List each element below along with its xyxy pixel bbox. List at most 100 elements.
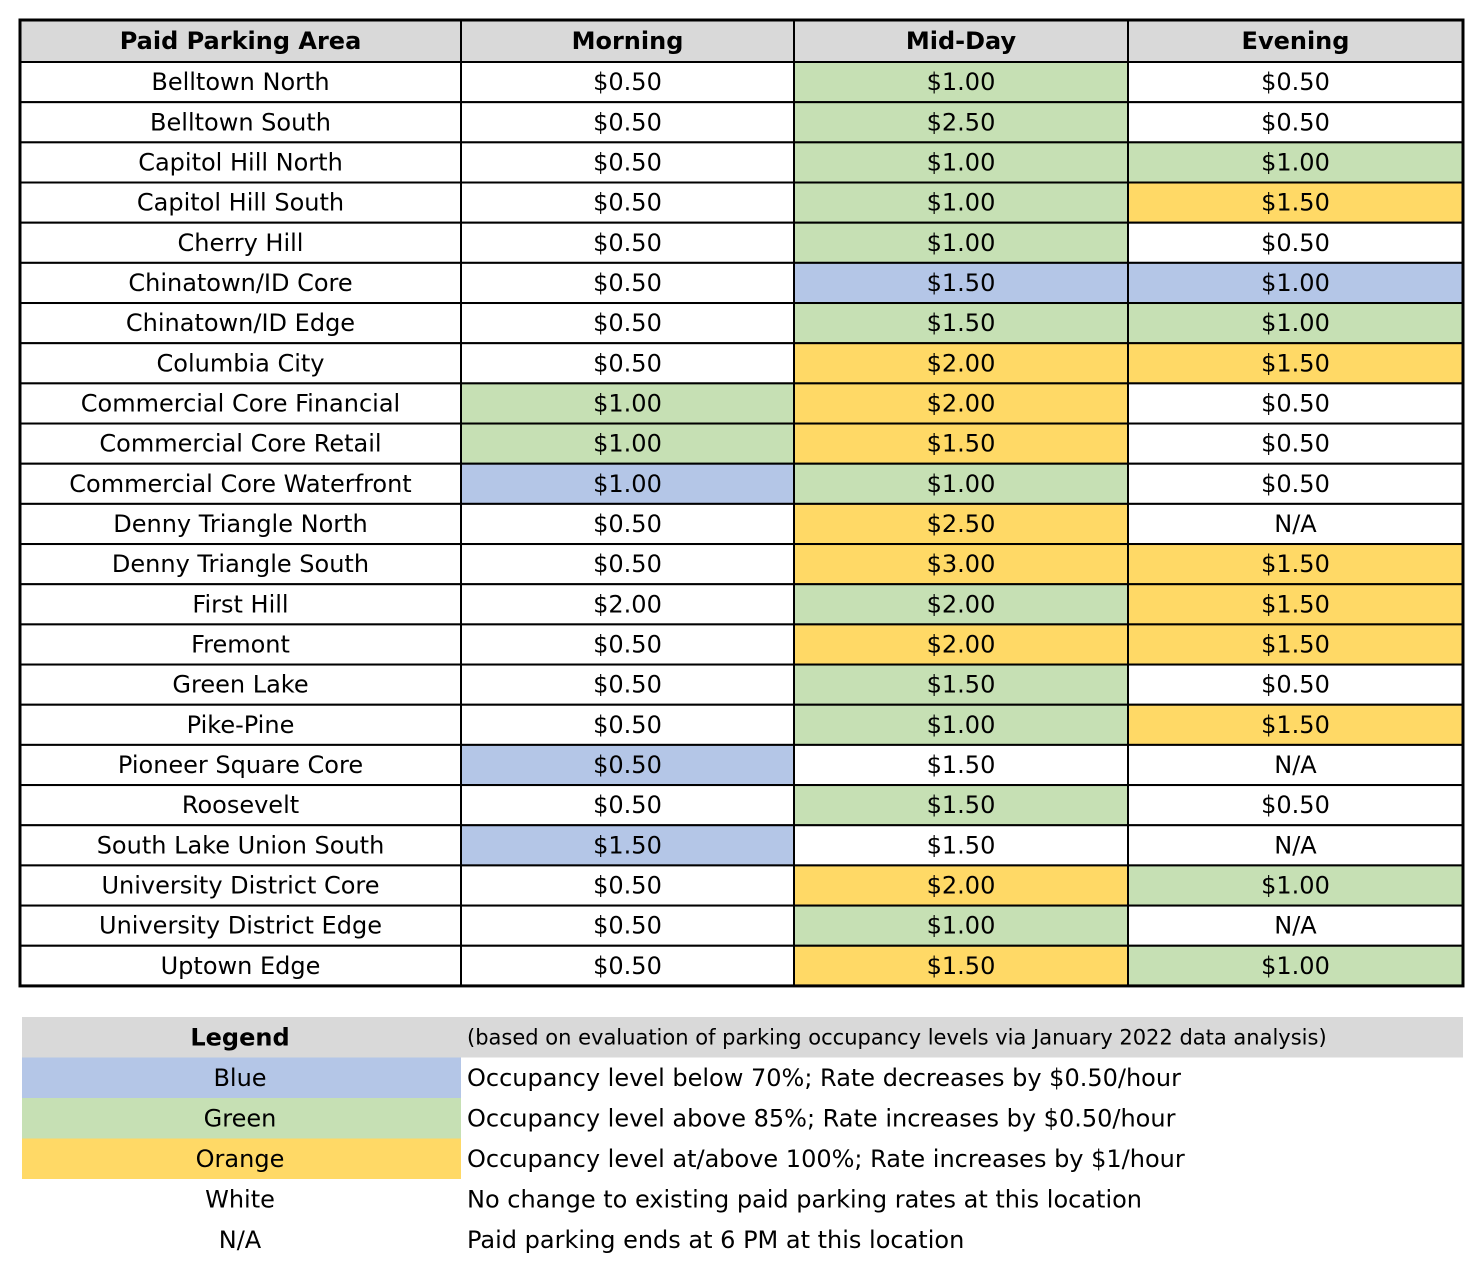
area-cell-text: Chinatown/ID Core (128, 269, 352, 297)
rate-cell (460, 141, 795, 184)
rate-cell (793, 181, 1129, 224)
rate-cell (793, 221, 1129, 264)
rate-cell-text: $2.00 (927, 590, 996, 618)
area-cell-text: Commercial Core Retail (99, 430, 381, 458)
rate-cell-text: $2.50 (927, 108, 996, 136)
rate-cell-text: $1.50 (927, 671, 996, 699)
area-cell-text: Belltown South (150, 108, 331, 136)
rate-cell-text: $0.50 (593, 309, 662, 337)
rate-cell-text: N/A (1274, 831, 1317, 859)
area-cell-text: Capitol Hill South (137, 189, 344, 217)
rate-cell (460, 462, 795, 505)
rate-cell (1127, 743, 1464, 787)
rate-cell-text: $0.50 (1261, 791, 1330, 819)
rate-cell-text: $1.50 (927, 269, 996, 297)
rate-cell-text: $1.00 (927, 68, 996, 96)
rate-cell-text: $0.50 (1261, 430, 1330, 458)
rate-cell (1127, 824, 1464, 867)
rate-cell-text: $0.50 (593, 751, 662, 779)
rate-cell (1127, 101, 1464, 144)
rate-cell-text: $0.50 (1261, 470, 1330, 498)
rate-cell (1127, 543, 1464, 586)
rate-cell (460, 221, 795, 264)
legend-swatch (22, 1098, 461, 1139)
legend-description: Occupancy level below 70%; Rate decrease… (467, 1064, 1181, 1092)
rate-cell (1127, 623, 1464, 666)
rate-cell (793, 583, 1129, 626)
rate-cell (1127, 181, 1464, 224)
rate-cell (460, 663, 795, 706)
rate-cell-text: $1.50 (1261, 711, 1330, 739)
area-cell-text: University District Edge (99, 912, 382, 940)
area-cell-text: Fremont (191, 630, 290, 658)
rate-cell (1127, 663, 1464, 706)
area-cell-text: Commercial Core Financial (81, 389, 400, 417)
area-cell-text: Cherry Hill (178, 229, 304, 257)
rate-cell-text: N/A (1274, 510, 1317, 538)
rate-cell (1127, 342, 1464, 385)
rate-cell (460, 422, 795, 465)
rate-cell-text: $1.50 (927, 791, 996, 819)
area-cell (19, 623, 462, 666)
rate-cell-text: $2.50 (927, 510, 996, 538)
legend-swatch (22, 1219, 461, 1260)
rate-cell-text: $1.50 (927, 309, 996, 337)
area-cell (19, 221, 462, 264)
area-cell-text: University District Core (101, 871, 379, 899)
legend-note: (based on evaluation of parking occupanc… (467, 1025, 1327, 1049)
rate-cell-text: $0.50 (593, 510, 662, 538)
rate-cell (793, 904, 1129, 947)
rate-cell (460, 703, 795, 746)
legend-label: N/A (219, 1226, 262, 1254)
area-cell-text: Pioneer Square Core (118, 751, 363, 779)
rate-cell-text: $1.50 (1261, 590, 1330, 618)
rate-cell-text: $1.50 (927, 831, 996, 859)
legend-description: Paid parking ends at 6 PM at this locati… (467, 1226, 964, 1254)
area-cell (19, 462, 462, 505)
rate-cell-text: $0.50 (593, 630, 662, 658)
rate-cell-text: $1.00 (1261, 269, 1330, 297)
rate-cell-text: $0.50 (593, 349, 662, 377)
area-cell-text: Green Lake (172, 671, 308, 699)
rate-cell-text: $1.00 (927, 711, 996, 739)
rate-cell-text: $0.50 (593, 68, 662, 96)
rate-cell-text: $1.50 (1261, 550, 1330, 578)
rate-cell (793, 864, 1129, 907)
rate-cell-text: $0.50 (1261, 389, 1330, 417)
area-cell-text: Pike-Pine (187, 711, 295, 739)
rate-cell-text: $3.00 (927, 550, 996, 578)
rate-cell-text: $0.50 (1261, 68, 1330, 96)
area-cell-text: Denny Triangle South (112, 550, 369, 578)
area-cell (19, 904, 462, 947)
rate-cell (1127, 703, 1464, 746)
legend-title: Legend (190, 1023, 289, 1051)
rate-cell-text: N/A (1274, 912, 1317, 940)
legend-label: Orange (196, 1145, 285, 1173)
legend-swatch (22, 1179, 461, 1220)
rate-cell-text: $0.50 (593, 229, 662, 257)
rate-cell (1127, 261, 1464, 305)
rate-cell (1127, 462, 1464, 505)
rate-cell (1127, 61, 1464, 104)
header-cell-text: Morning (572, 27, 684, 55)
rate-cell-text: $1.00 (927, 148, 996, 176)
rate-cell-text: $1.50 (927, 430, 996, 458)
rate-cell-text: $1.00 (1261, 148, 1330, 176)
rate-cell-text: $0.50 (593, 189, 662, 217)
rate-cell-text: $0.50 (593, 269, 662, 297)
area-cell-text: Denny Triangle North (113, 510, 368, 538)
rate-cell-text: $1.50 (1261, 349, 1330, 377)
rate-cell-text: $0.50 (593, 711, 662, 739)
rate-cell-text: $1.50 (927, 952, 996, 980)
rate-cell-text: $1.50 (1261, 630, 1330, 658)
rate-cell-text: $0.50 (593, 791, 662, 819)
header-cell-text: Evening (1242, 27, 1350, 55)
rate-cell-text: $0.50 (1261, 671, 1330, 699)
rate-cell-text: $1.00 (593, 389, 662, 417)
legend-swatch (22, 1138, 461, 1179)
rate-cell (460, 784, 795, 827)
area-cell-text: Capitol Hill North (138, 148, 343, 176)
area-cell (19, 864, 462, 907)
rate-cell (793, 302, 1129, 345)
